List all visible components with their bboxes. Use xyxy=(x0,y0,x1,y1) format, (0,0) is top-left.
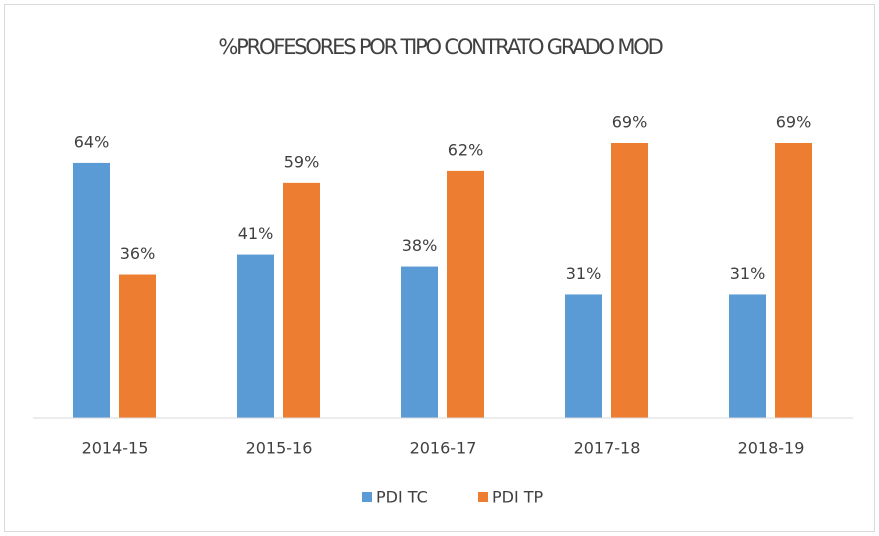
data-label: 62% xyxy=(448,140,484,159)
legend-label: PDI TC xyxy=(376,488,428,507)
x-tick-label: 2018-19 xyxy=(738,439,805,458)
data-label: 38% xyxy=(402,236,438,255)
bar xyxy=(283,182,320,418)
data-label: 31% xyxy=(566,264,602,283)
bar xyxy=(565,294,602,418)
legend-swatch xyxy=(362,492,372,502)
chart-frame xyxy=(4,4,875,532)
data-label: 69% xyxy=(612,112,648,131)
x-tick-label: 2014-15 xyxy=(82,439,149,458)
bar xyxy=(401,266,438,418)
legend-label: PDI TP xyxy=(492,488,544,507)
data-label: 64% xyxy=(74,132,110,151)
bar xyxy=(73,162,110,418)
data-label: 36% xyxy=(120,244,156,263)
chart-title: %PROFESORES POR TIPO CONTRATO GRADO MOD xyxy=(218,35,662,59)
legend-swatch xyxy=(478,492,488,502)
data-label: 31% xyxy=(730,264,766,283)
data-label: 59% xyxy=(284,152,320,171)
bar xyxy=(729,294,766,418)
data-label: 69% xyxy=(776,112,812,131)
bar xyxy=(775,142,812,418)
data-label: 41% xyxy=(238,224,274,243)
x-tick-label: 2017-18 xyxy=(574,439,641,458)
bar xyxy=(237,254,274,418)
bar xyxy=(447,170,484,418)
bar xyxy=(611,142,648,418)
x-tick-label: 2015-16 xyxy=(246,439,313,458)
x-tick-label: 2016-17 xyxy=(410,439,477,458)
bar xyxy=(119,274,156,418)
